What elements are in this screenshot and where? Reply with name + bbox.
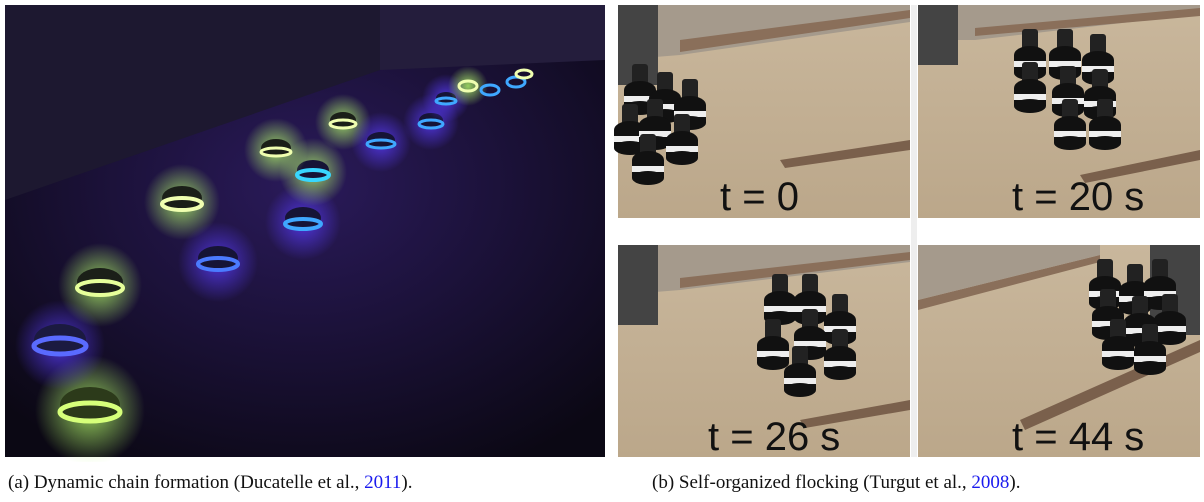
figure-images: t = 0 t = 20 s bbox=[0, 0, 1204, 462]
frame-0: t = 0 bbox=[614, 5, 910, 219]
frame-1: t = 20 s bbox=[918, 5, 1200, 219]
photo-chain-formation bbox=[5, 5, 605, 462]
frame-label: t = 20 s bbox=[1012, 175, 1144, 219]
caption-text: (a) Dynamic chain formation (Ducatelle e… bbox=[8, 472, 364, 493]
citation-link[interactable]: 2008 bbox=[971, 472, 1009, 493]
frame-label: t = 0 bbox=[720, 175, 799, 219]
caption-text: ). bbox=[1009, 472, 1020, 493]
figure: t = 0 t = 20 s bbox=[0, 0, 1204, 502]
caption-text: ). bbox=[401, 472, 412, 493]
citation-link[interactable]: 2011 bbox=[364, 472, 401, 493]
frame-2: t = 26 s bbox=[618, 245, 910, 459]
frame-label: t = 44 s bbox=[1012, 415, 1144, 459]
caption: (a) Dynamic chain formation (Ducatelle e… bbox=[8, 472, 412, 494]
caption-text: (b) Self-organized flocking (Turgut et a… bbox=[652, 472, 971, 493]
photo-flocking: t = 0 t = 20 s bbox=[614, 5, 1200, 459]
frame-label: t = 26 s bbox=[708, 415, 840, 459]
frame-3: t = 44 s bbox=[918, 245, 1200, 459]
caption: (b) Self-organized flocking (Turgut et a… bbox=[652, 472, 1021, 494]
